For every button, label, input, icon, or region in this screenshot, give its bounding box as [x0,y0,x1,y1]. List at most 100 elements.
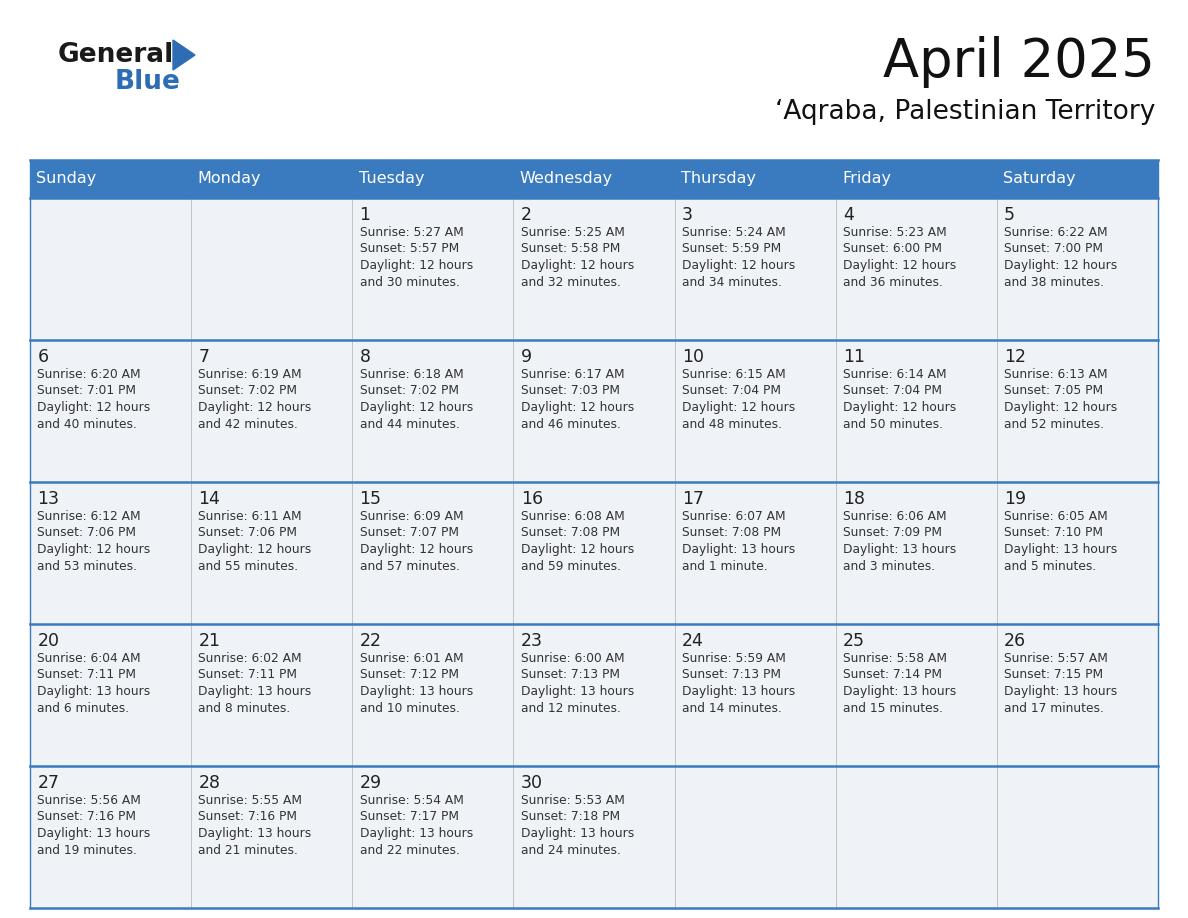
Text: Daylight: 13 hours: Daylight: 13 hours [843,543,956,556]
Text: Sunday: Sunday [37,172,96,186]
Text: Daylight: 13 hours: Daylight: 13 hours [37,827,151,840]
Text: Sunrise: 5:27 AM: Sunrise: 5:27 AM [360,226,463,239]
Text: Sunrise: 6:06 AM: Sunrise: 6:06 AM [843,510,947,523]
Text: Sunrise: 6:22 AM: Sunrise: 6:22 AM [1004,226,1107,239]
Text: Sunset: 7:11 PM: Sunset: 7:11 PM [37,668,137,681]
Text: Daylight: 12 hours: Daylight: 12 hours [520,401,634,414]
Text: Daylight: 13 hours: Daylight: 13 hours [360,685,473,698]
Text: Sunset: 5:58 PM: Sunset: 5:58 PM [520,242,620,255]
Bar [30,160,1158,908]
Text: Daylight: 13 hours: Daylight: 13 hours [37,685,151,698]
Polygon shape [173,40,195,70]
Text: Sunrise: 5:56 AM: Sunrise: 5:56 AM [37,794,141,807]
Text: 28: 28 [198,774,221,792]
Text: April 2025: April 2025 [883,36,1155,88]
Text: Sunset: 7:12 PM: Sunset: 7:12 PM [360,668,459,681]
Text: Sunset: 7:08 PM: Sunset: 7:08 PM [682,527,781,540]
Text: Wednesday: Wednesday [520,172,613,186]
Text: 25: 25 [843,632,865,650]
Text: Thursday: Thursday [681,172,756,186]
Text: Sunrise: 6:15 AM: Sunrise: 6:15 AM [682,368,785,381]
Text: Sunrise: 6:01 AM: Sunrise: 6:01 AM [360,652,463,665]
Text: 21: 21 [198,632,221,650]
Text: Sunset: 7:07 PM: Sunset: 7:07 PM [360,527,459,540]
Text: Daylight: 12 hours: Daylight: 12 hours [520,543,634,556]
Text: Sunset: 7:06 PM: Sunset: 7:06 PM [37,527,137,540]
Text: Daylight: 12 hours: Daylight: 12 hours [1004,401,1118,414]
Text: Sunrise: 5:25 AM: Sunrise: 5:25 AM [520,226,625,239]
Text: and 1 minute.: and 1 minute. [682,559,767,573]
Text: Sunset: 7:06 PM: Sunset: 7:06 PM [198,527,297,540]
Text: 4: 4 [843,206,854,224]
Text: Sunrise: 6:12 AM: Sunrise: 6:12 AM [37,510,141,523]
Text: Sunrise: 5:24 AM: Sunrise: 5:24 AM [682,226,785,239]
Text: 16: 16 [520,490,543,508]
Text: Blue: Blue [115,69,181,95]
Text: Daylight: 12 hours: Daylight: 12 hours [1004,259,1118,272]
Text: Daylight: 13 hours: Daylight: 13 hours [843,685,956,698]
Text: Sunset: 7:02 PM: Sunset: 7:02 PM [360,385,459,397]
Text: 13: 13 [37,490,59,508]
Text: and 34 minutes.: and 34 minutes. [682,275,782,288]
Text: Daylight: 12 hours: Daylight: 12 hours [360,401,473,414]
Text: Sunrise: 6:08 AM: Sunrise: 6:08 AM [520,510,625,523]
Text: Daylight: 12 hours: Daylight: 12 hours [198,543,311,556]
Text: Sunset: 7:17 PM: Sunset: 7:17 PM [360,811,459,823]
Text: and 8 minutes.: and 8 minutes. [198,701,291,714]
Text: Sunrise: 6:19 AM: Sunrise: 6:19 AM [198,368,302,381]
Text: Sunrise: 6:20 AM: Sunrise: 6:20 AM [37,368,141,381]
Text: Daylight: 13 hours: Daylight: 13 hours [682,685,795,698]
Text: and 57 minutes.: and 57 minutes. [360,559,460,573]
Text: Sunset: 7:05 PM: Sunset: 7:05 PM [1004,385,1104,397]
Text: Sunrise: 6:07 AM: Sunrise: 6:07 AM [682,510,785,523]
Text: and 55 minutes.: and 55 minutes. [198,559,298,573]
Text: Daylight: 12 hours: Daylight: 12 hours [682,401,795,414]
Text: Sunset: 7:01 PM: Sunset: 7:01 PM [37,385,137,397]
Text: Sunrise: 6:05 AM: Sunrise: 6:05 AM [1004,510,1108,523]
Text: and 15 minutes.: and 15 minutes. [843,701,943,714]
Text: Daylight: 12 hours: Daylight: 12 hours [198,401,311,414]
Text: 23: 23 [520,632,543,650]
Text: 8: 8 [360,348,371,366]
Text: Daylight: 13 hours: Daylight: 13 hours [520,685,634,698]
Text: and 22 minutes.: and 22 minutes. [360,844,460,856]
Text: Sunset: 7:15 PM: Sunset: 7:15 PM [1004,668,1104,681]
Text: and 44 minutes.: and 44 minutes. [360,418,460,431]
Text: Sunrise: 5:23 AM: Sunrise: 5:23 AM [843,226,947,239]
Text: Daylight: 12 hours: Daylight: 12 hours [360,259,473,272]
Text: Sunrise: 6:11 AM: Sunrise: 6:11 AM [198,510,302,523]
Text: and 38 minutes.: and 38 minutes. [1004,275,1104,288]
Text: 30: 30 [520,774,543,792]
Text: Daylight: 12 hours: Daylight: 12 hours [843,259,956,272]
Text: and 19 minutes.: and 19 minutes. [37,844,137,856]
Text: Daylight: 13 hours: Daylight: 13 hours [198,685,311,698]
Text: Sunset: 7:13 PM: Sunset: 7:13 PM [682,668,781,681]
Text: Daylight: 13 hours: Daylight: 13 hours [682,543,795,556]
Bar [30,160,1158,198]
Text: Daylight: 12 hours: Daylight: 12 hours [682,259,795,272]
Text: 3: 3 [682,206,693,224]
Text: 2: 2 [520,206,532,224]
Text: and 17 minutes.: and 17 minutes. [1004,701,1104,714]
Text: and 6 minutes.: and 6 minutes. [37,701,129,714]
Text: Sunset: 7:00 PM: Sunset: 7:00 PM [1004,242,1104,255]
Text: Daylight: 12 hours: Daylight: 12 hours [843,401,956,414]
Text: Sunset: 5:59 PM: Sunset: 5:59 PM [682,242,781,255]
Text: and 12 minutes.: and 12 minutes. [520,701,620,714]
Text: Sunrise: 5:57 AM: Sunrise: 5:57 AM [1004,652,1108,665]
Text: Daylight: 12 hours: Daylight: 12 hours [37,401,151,414]
Text: Friday: Friday [842,172,891,186]
Text: 29: 29 [360,774,381,792]
Text: Sunrise: 6:14 AM: Sunrise: 6:14 AM [843,368,947,381]
Text: Sunset: 7:16 PM: Sunset: 7:16 PM [37,811,137,823]
Text: Sunrise: 6:18 AM: Sunrise: 6:18 AM [360,368,463,381]
Text: and 42 minutes.: and 42 minutes. [198,418,298,431]
Text: and 30 minutes.: and 30 minutes. [360,275,460,288]
Text: Sunset: 7:14 PM: Sunset: 7:14 PM [843,668,942,681]
Text: 15: 15 [360,490,381,508]
Text: Sunrise: 5:59 AM: Sunrise: 5:59 AM [682,652,785,665]
Text: 18: 18 [843,490,865,508]
Text: Sunrise: 6:09 AM: Sunrise: 6:09 AM [360,510,463,523]
Text: and 59 minutes.: and 59 minutes. [520,559,620,573]
Text: Sunrise: 6:00 AM: Sunrise: 6:00 AM [520,652,625,665]
